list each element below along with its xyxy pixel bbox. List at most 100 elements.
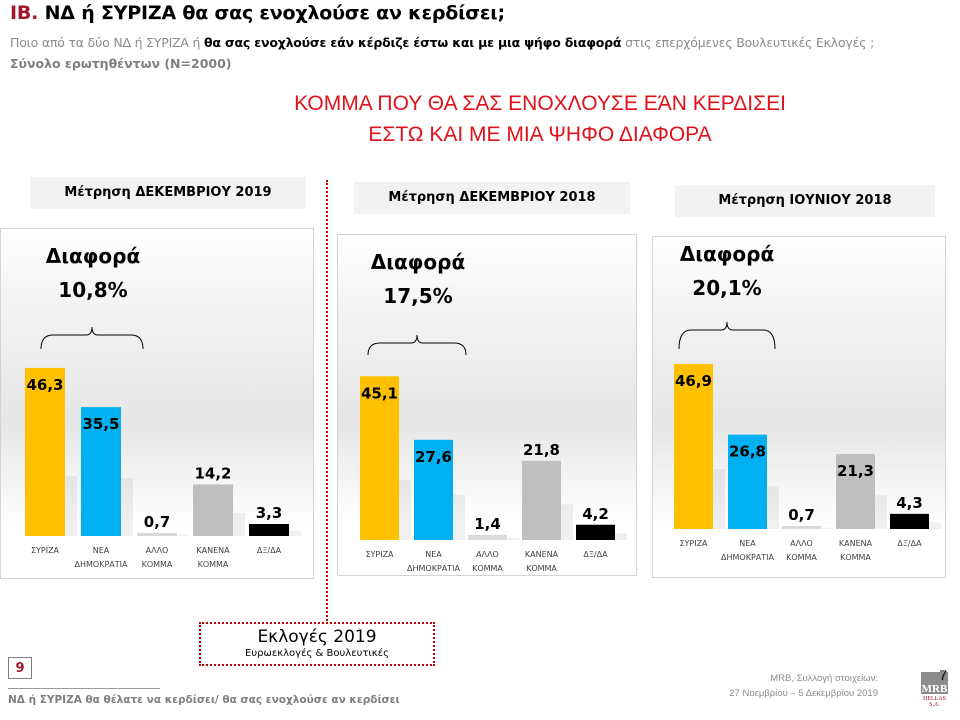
mrb-logo: 7 MRB HELLAS S.A. (921, 667, 948, 708)
headline-line-2: ΕΣΤΩ ΚΑΙ ΜΕ ΜΙΑ ΨΗΦΟ ΔΙΑΦΟΡΑ (368, 123, 712, 146)
difference-annotation: Διαφορά 10,8% (23, 239, 163, 307)
section-number: 9 (8, 657, 32, 679)
bar-0 (25, 367, 65, 536)
section-code: ΙΒ. (10, 2, 39, 24)
bar-value-label: 21,3 (837, 462, 874, 480)
bar-value-label: 21,8 (523, 441, 560, 459)
difference-value: 10,8% (58, 278, 128, 302)
category-label: ΑΛΛΟ (476, 550, 499, 559)
period-label-dec-2019: Μέτρηση ΔΕΚΕΜΒΡΙΟΥ 2019 (30, 177, 306, 209)
sample-size: Σύνολο ερωτηθέντων (N=2000) (10, 56, 232, 71)
category-label: ΔΗΜΟΚΡΑΤΙΑ (721, 553, 774, 562)
bar-value-label: 26,8 (729, 443, 766, 461)
bar-shadow (397, 480, 411, 540)
footer-divider (8, 688, 160, 689)
bar-2 (137, 533, 177, 536)
bar-chart: 45,1 ΣΥΡΙΖΑ 27,6 ΝΕΑ ΔΗΜΟΚΡΑΤΙΑ 1,4 ΑΛΛΟ ΚΟΜΜΑ 2… (360, 334, 627, 573)
category-label: ΚΑΝΕΝΑ (196, 546, 230, 555)
source-line-2: 27 Νοεμβρίου – 5 Δεκεμβρίου 2019 (729, 688, 878, 699)
bar-shadow (711, 469, 725, 529)
bar-4 (249, 524, 289, 536)
bar-shadow (231, 512, 245, 536)
bar-value-label: 1,4 (474, 515, 501, 533)
bar-value-label: 4,3 (896, 494, 923, 512)
difference-label: Διαφορά (679, 242, 775, 266)
category-label: ΔΞ/ΔΑ (257, 546, 282, 555)
category-label: ΔΗΜΟΚΡΑΤΙΑ (75, 560, 128, 569)
bar-value-label: 14,2 (194, 464, 231, 482)
category-label: ΚΟΜΜΑ (472, 564, 503, 573)
difference-brace (367, 334, 467, 356)
bar-shadow (287, 530, 301, 536)
difference-annotation: Διαφορά 20,1% (657, 237, 797, 305)
bar-shadow (119, 478, 133, 536)
category-label: ΔΗΜΟΚΡΑΤΙΑ (407, 564, 460, 573)
bar-shadow (451, 494, 465, 540)
bar-shadow (873, 495, 887, 529)
category-label: ΚΑΝΕΝΑ (839, 539, 873, 548)
elections-subtitle: Ευρωεκλογές & Βουλευτικές (245, 648, 389, 659)
bar-shadow (63, 476, 77, 536)
bar-shadow (927, 522, 941, 529)
question-text: Ποιο από τα δύο ΝΔ ή ΣΥΡΙΖΑ ή θα σας ενο… (10, 35, 874, 50)
difference-value: 17,5% (383, 284, 453, 308)
question-end: στις επερχόμενες Βουλευτικές Εκλογές ; (621, 35, 875, 50)
bar-2 (782, 526, 821, 529)
category-label: ΚΟΜΜΑ (142, 560, 173, 569)
source-line-1: MRB, Συλλογή στοιχείων: (770, 673, 878, 684)
difference-annotation: Διαφορά 17,5% (348, 245, 488, 313)
bar-shadow (765, 486, 779, 529)
bar-value-label: 46,3 (26, 376, 63, 394)
bar-shadow (559, 504, 573, 540)
chart-panel-jun-2018: Διαφορά 20,1% 46,9 ΣΥΡΙΖΑ 26,8 ΝΕΑ ΔΗΜΟΚΡΑΤΙ… (652, 236, 946, 578)
bar-1 (728, 434, 767, 529)
elections-divider-line (326, 180, 328, 625)
bar-value-label: 4,2 (582, 505, 609, 523)
elections-title: Εκλογές 2019 (257, 627, 377, 647)
bar-3 (522, 460, 561, 540)
chart-panel-dec-2018: Διαφορά 17,5% 45,1 ΣΥΡΙΖΑ 27,6 ΝΕΑ ΔΗΜΟΚΡΑΤΙ… (337, 234, 637, 576)
period-label-dec-2018: Μέτρηση ΔΕΚΕΜΒΡΙΟΥ 2018 (354, 182, 630, 214)
category-label: ΚΟΜΜΑ (786, 553, 817, 562)
period-label-jun-2018: Μέτρηση ΙΟΥΝΙΟΥ 2018 (675, 185, 935, 217)
chart-panel-dec-2019: Διαφορά 10,8% 46,3 ΣΥΡΙΖΑ 35,5 ΝΕΑ ΔΗΜΟΚΡΑΤΙ… (0, 228, 314, 579)
bar-1 (81, 407, 121, 536)
logo-text: MRB (921, 683, 948, 695)
category-label: ΝΕΑ (739, 539, 756, 548)
category-label: ΚΟΜΜΑ (526, 564, 557, 573)
difference-label: Διαφορά (370, 250, 466, 274)
category-label: ΣΥΡΙΖΑ (31, 546, 60, 555)
bar-3 (836, 454, 875, 529)
slide-title: ΙΒ. ΝΔ ή ΣΥΡΙΖΑ θα σας ενοχλούσε αν κερδ… (10, 2, 505, 24)
bar-value-label: 3,3 (256, 504, 283, 522)
category-label: ΚΟΜΜΑ (198, 560, 229, 569)
category-label: ΑΛΛΟ (146, 546, 169, 555)
bar-shadow (613, 533, 627, 540)
difference-value: 20,1% (692, 276, 762, 300)
logo-subtext: HELLAS S.A. (923, 696, 946, 708)
category-label: ΔΞ/ΔΑ (897, 539, 922, 548)
difference-brace (40, 326, 144, 350)
bar-4 (890, 513, 929, 529)
headline-line-1: ΚΟΜΜΑ ΠΟΥ ΘΑ ΣΑΣ ΕΝΟΧΛΟΥΣΕ ΕΆΝ ΚΕΡΔΙΣΕΙ (294, 92, 786, 115)
bar-3 (193, 484, 233, 536)
bar-1 (414, 439, 453, 540)
category-label: ΝΕΑ (425, 550, 442, 559)
bar-value-label: 35,5 (82, 415, 119, 433)
footnote: ΝΔ ή ΣΥΡΙΖΑ θα θέλατε να κερδίσει/ θα σα… (8, 694, 400, 706)
bar-value-label: 27,6 (415, 448, 452, 466)
bar-0 (360, 376, 399, 540)
question-start: Ποιο από τα δύο ΝΔ ή ΣΥΡΙΖΑ ή (10, 35, 205, 50)
category-label: ΑΛΛΟ (790, 539, 813, 548)
bar-value-label: 45,1 (361, 384, 398, 402)
bar-0 (674, 363, 713, 529)
bar-chart: 46,9 ΣΥΡΙΖΑ 26,8 ΝΕΑ ΔΗΜΟΚΡΑΤΙΑ 0,7 ΑΛΛΟ ΚΟΜΜΑ 2… (674, 321, 941, 562)
bar-chart: 46,3 ΣΥΡΙΖΑ 35,5 ΝΕΑ ΔΗΜΟΚΡΑΤΙΑ 0,7 ΑΛΛΟ ΚΟΜΜΑ 1… (25, 326, 301, 569)
bar-value-label: 0,7 (144, 513, 171, 531)
bar-shadow (505, 537, 519, 540)
bar-value-label: 46,9 (675, 372, 712, 390)
category-label: ΚΑΝΕΝΑ (525, 550, 559, 559)
page-number: 7 (939, 667, 947, 683)
chart-headline: ΚΟΜΜΑ ΠΟΥ ΘΑ ΣΑΣ ΕΝΟΧΛΟΥΣΕ ΕΆΝ ΚΕΡΔΙΣΕΙ … (260, 88, 820, 150)
bar-4 (576, 524, 615, 540)
